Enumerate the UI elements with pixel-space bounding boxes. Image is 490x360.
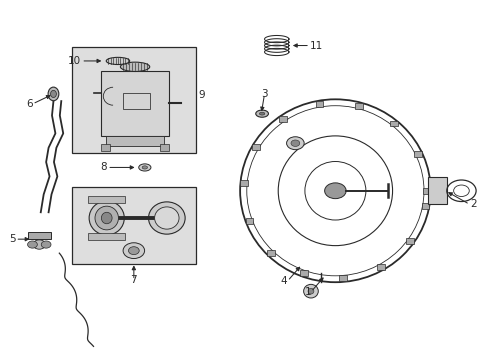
Bar bbox=[428, 177, 447, 204]
Ellipse shape bbox=[142, 166, 147, 169]
Text: 5: 5 bbox=[9, 234, 15, 244]
Ellipse shape bbox=[259, 112, 265, 115]
Text: 2: 2 bbox=[470, 199, 476, 210]
Circle shape bbox=[33, 240, 46, 249]
Bar bbox=[267, 250, 274, 256]
Bar bbox=[101, 71, 169, 136]
Ellipse shape bbox=[304, 284, 318, 298]
Bar bbox=[252, 144, 260, 150]
Text: 11: 11 bbox=[310, 41, 323, 50]
Bar bbox=[160, 144, 169, 151]
Ellipse shape bbox=[89, 201, 124, 235]
Ellipse shape bbox=[308, 288, 314, 294]
Bar bbox=[27, 232, 51, 239]
Bar bbox=[123, 93, 150, 109]
Ellipse shape bbox=[101, 212, 112, 224]
Ellipse shape bbox=[148, 202, 185, 234]
Bar bbox=[88, 233, 125, 239]
Circle shape bbox=[27, 241, 37, 248]
Ellipse shape bbox=[106, 57, 130, 64]
Circle shape bbox=[128, 247, 139, 255]
Text: 6: 6 bbox=[26, 99, 32, 109]
Bar bbox=[390, 121, 398, 126]
Ellipse shape bbox=[95, 206, 119, 230]
Bar bbox=[279, 116, 287, 122]
Bar bbox=[241, 180, 248, 186]
Circle shape bbox=[123, 243, 145, 258]
Bar bbox=[340, 275, 347, 281]
Text: 10: 10 bbox=[68, 56, 81, 66]
Bar bbox=[406, 238, 414, 244]
Circle shape bbox=[41, 241, 51, 248]
Text: 4: 4 bbox=[281, 276, 288, 286]
Ellipse shape bbox=[121, 62, 150, 72]
Bar bbox=[423, 188, 431, 194]
Bar bbox=[316, 102, 323, 107]
Bar bbox=[377, 264, 385, 270]
Ellipse shape bbox=[48, 87, 59, 101]
Circle shape bbox=[325, 183, 346, 199]
Text: 9: 9 bbox=[198, 90, 205, 100]
Ellipse shape bbox=[256, 110, 269, 117]
Bar bbox=[300, 270, 308, 276]
Ellipse shape bbox=[50, 90, 56, 98]
Bar bbox=[106, 136, 164, 146]
Text: 1: 1 bbox=[304, 287, 311, 297]
Bar bbox=[245, 218, 253, 224]
Bar bbox=[72, 47, 196, 153]
Bar bbox=[72, 187, 196, 264]
Ellipse shape bbox=[139, 164, 151, 171]
Bar bbox=[421, 203, 429, 209]
Text: 3: 3 bbox=[261, 89, 268, 99]
Bar bbox=[101, 144, 110, 151]
Text: 8: 8 bbox=[100, 162, 107, 172]
Bar bbox=[415, 151, 422, 157]
Circle shape bbox=[287, 137, 304, 150]
Bar bbox=[355, 103, 363, 109]
Text: 7: 7 bbox=[130, 275, 137, 285]
Bar bbox=[88, 197, 125, 203]
Circle shape bbox=[291, 140, 300, 147]
Ellipse shape bbox=[155, 207, 179, 229]
